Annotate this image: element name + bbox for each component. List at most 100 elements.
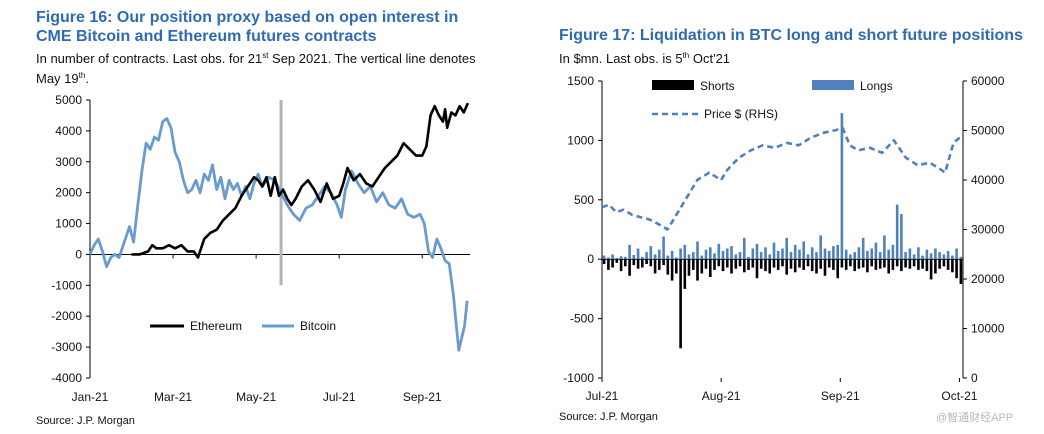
shorts-bar: [934, 259, 937, 274]
longs-bar: [607, 257, 610, 260]
shorts-bar: [649, 259, 653, 267]
longs-bar: [819, 235, 822, 260]
longs-bar: [747, 256, 750, 260]
x-tick-label: Mar-21: [154, 390, 192, 404]
longs-bar: [713, 253, 716, 260]
longs-bar: [815, 252, 818, 260]
y-tick-label: -1000: [563, 371, 594, 385]
shorts-bar: [789, 259, 793, 269]
longs-bar: [611, 254, 614, 260]
left-subtitle-sup1: st: [262, 51, 269, 60]
price-rhs-line: [601, 126, 964, 231]
left-figure-title: Figure 16: Our position proxy based on o…: [36, 9, 459, 45]
shorts-bar: [704, 259, 708, 269]
longs-bar: [823, 248, 827, 260]
shorts-bar: [615, 259, 619, 263]
shorts-bar: [653, 259, 657, 274]
longs-bar: [649, 246, 653, 260]
shorts-bar: [942, 259, 946, 267]
ethereum-series-line: [131, 102, 470, 259]
shorts-bar: [955, 259, 958, 279]
shorts-bar: [602, 259, 606, 264]
longs-bar: [929, 253, 933, 260]
longs-bar: [645, 252, 648, 260]
liquidation-chart: 1500 1000 500 0 -500 -1000 60000 50000 40000 3000…: [563, 74, 1005, 403]
longs-bar: [692, 252, 695, 260]
shorts-bar: [798, 259, 801, 268]
longs-bar: [696, 241, 699, 260]
left-figure-subtitle: In number of contracts. Last obs. for 21…: [36, 47, 486, 87]
shorts-bar: [951, 259, 954, 273]
longs-bar: [730, 246, 733, 260]
longs-bar: [717, 243, 721, 260]
longs-bar: [793, 244, 797, 260]
shorts-bar: [900, 259, 903, 272]
y2-tick-label: 10000: [971, 322, 1005, 336]
longs-bar: [709, 247, 712, 260]
longs-bar: [776, 250, 780, 260]
shorts-bar: [662, 259, 665, 266]
left-subtitle-sup2: th: [78, 71, 86, 80]
longs-bar: [857, 247, 861, 260]
left-subtitle-mid: Sep 2021. The vertical line denotes May …: [36, 51, 476, 86]
longs-bar: [912, 254, 916, 260]
longs-bar: [675, 257, 678, 260]
bitcoin-series-line: [88, 117, 469, 352]
longs-bar: [802, 241, 805, 260]
longs-bar: [827, 250, 831, 260]
shorts-bar: [666, 259, 670, 275]
longs-bar: [878, 252, 882, 260]
longs-bar: [840, 113, 844, 260]
right-subtitle-pre: In $mn. Last obs. is 5: [559, 51, 683, 66]
shorts-bar: [747, 259, 750, 270]
x-tick-label: Aug-21: [702, 389, 741, 403]
shorts-bar: [696, 259, 699, 281]
longs-bar: [959, 256, 963, 260]
shorts-bar: [929, 259, 933, 280]
shorts-bar: [840, 259, 844, 268]
longs-bar: [866, 250, 869, 260]
shorts-bar: [819, 259, 822, 269]
shorts-bar: [857, 259, 861, 269]
y2-tick-label: 50000: [971, 124, 1005, 138]
shorts-bar: [870, 259, 873, 267]
shorts-bar: [632, 259, 636, 266]
shorts-bar: [917, 259, 920, 270]
shorts-bar: [768, 259, 771, 274]
y2-tick-label: 60000: [971, 74, 1005, 88]
shorts-bar: [692, 259, 695, 270]
longs-bar: [853, 252, 856, 260]
shorts-bar: [738, 259, 742, 267]
longs-bar: [666, 255, 670, 260]
y-tick-label: 3000: [55, 155, 82, 169]
longs-bar: [743, 237, 746, 260]
longs-bar: [951, 255, 954, 260]
longs-bar: [887, 249, 890, 260]
shorts-bar: [887, 259, 890, 274]
legend-shorts-swatch: [652, 80, 694, 90]
y-tick-label: 1500: [567, 74, 594, 88]
longs-bar: [704, 249, 708, 260]
longs-bar: [700, 255, 704, 260]
shorts-bar: [624, 259, 627, 267]
shorts-bar: [675, 259, 678, 274]
watermark: @智通财经APP: [936, 412, 1014, 424]
shorts-bar: [607, 259, 610, 270]
shorts-bar: [700, 259, 704, 274]
longs-bar: [904, 252, 907, 260]
longs-bar: [798, 249, 801, 260]
y-tick-label: -500: [570, 312, 594, 326]
shorts-bar: [759, 259, 763, 269]
shorts-bar: [755, 259, 759, 279]
shorts-bar: [658, 259, 661, 270]
longs-bar: [891, 244, 895, 260]
longs-bar: [849, 254, 852, 260]
y-tick-label: -1000: [51, 278, 82, 292]
longs-bar: [628, 244, 631, 260]
longs-bar: [861, 237, 865, 260]
longs-bar: [810, 247, 814, 260]
shorts-bar: [908, 259, 912, 269]
longs-bar: [687, 254, 691, 260]
shorts-bar: [815, 259, 818, 274]
left-subtitle-pre: In number of contracts. Last obs. for 21: [36, 51, 263, 66]
